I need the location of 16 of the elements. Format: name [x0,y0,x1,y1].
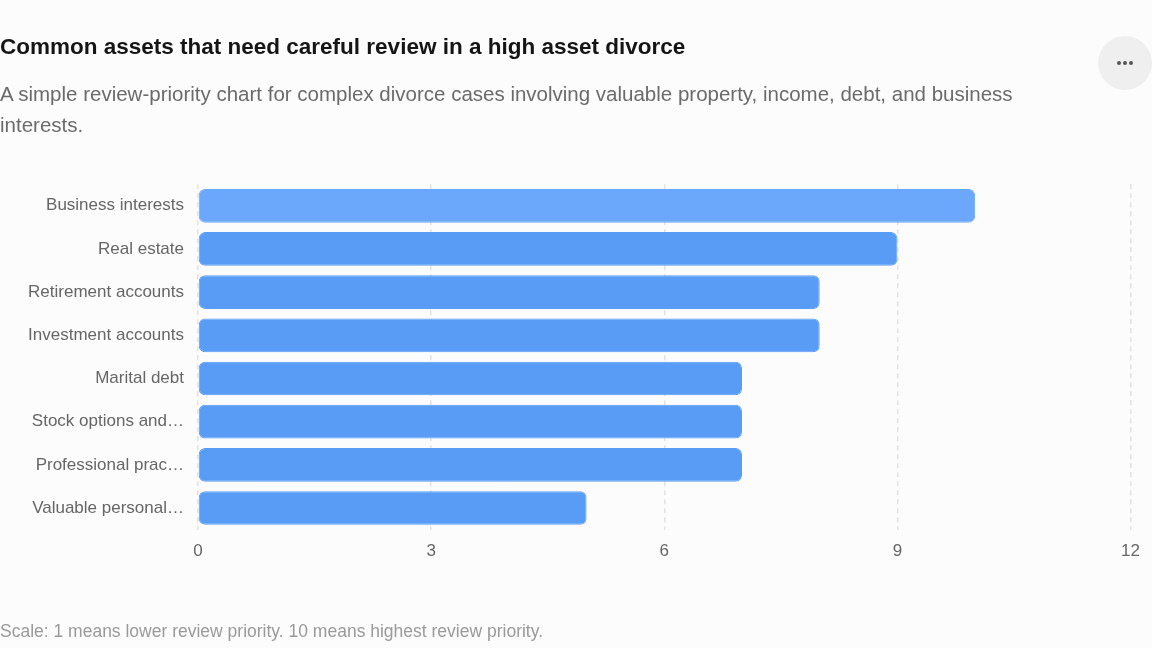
y-tick-label: Valuable personal… [32,497,184,517]
y-tick-label: Real estate [98,238,184,258]
chart-subtitle: A simple review-priority chart for complex divorce cases involving valuable property, income, debt, and business interests. [0,81,1014,138]
y-tick-label: Marital debt [95,368,185,388]
text: Scale: 1 means lower review priority. 10 means highest review priority. [0,621,544,642]
x-tick-label: 3 [426,541,436,561]
x-tick-label: 9 [892,541,903,561]
x-tick-label: 12 [1121,541,1141,561]
x-tick-label: 0 [193,541,203,561]
chart-title: Common assets that need careful review in a high asset divorce [0,34,686,60]
x-tick-label: 6 [659,541,670,561]
y-tick-label: Retirement accounts [28,281,184,301]
y-tick-label: Professional prac… [35,454,184,474]
y-tick-label: Stock options and… [31,411,184,431]
y-tick-label: Investment accounts [28,325,184,344]
y-tick-label: Business interests [46,195,184,215]
